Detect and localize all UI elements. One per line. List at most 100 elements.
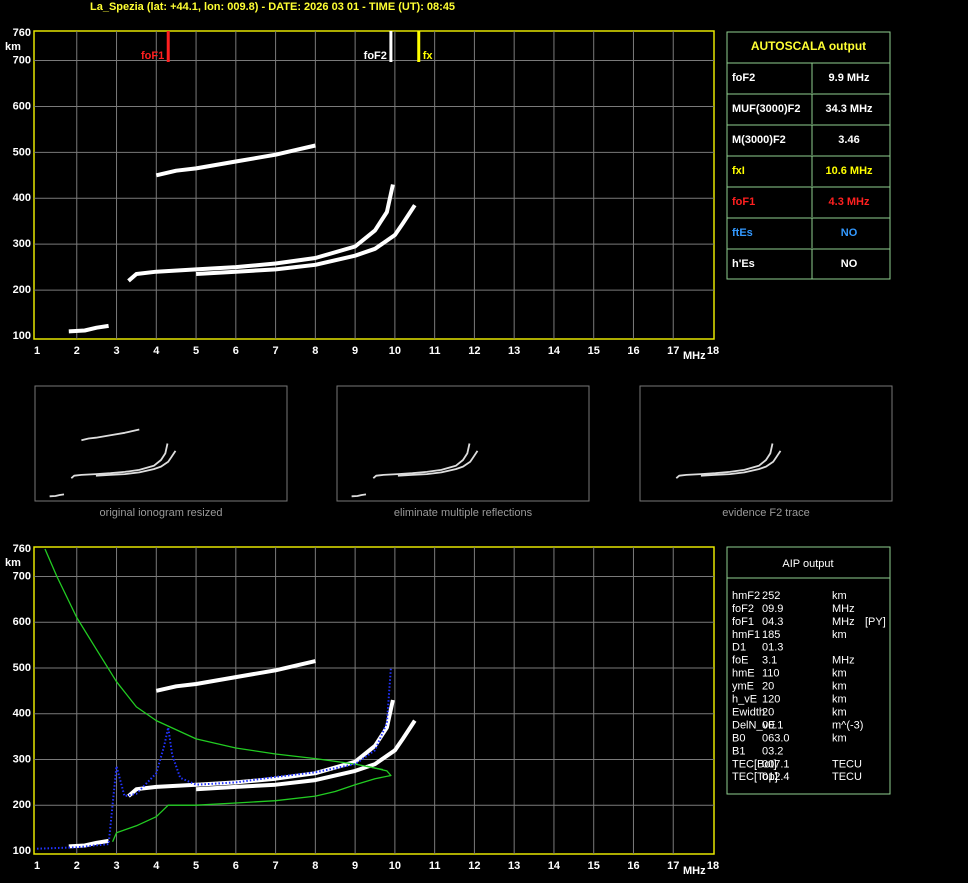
aip-cell: km xyxy=(832,668,847,680)
aip-cell: hmF2 xyxy=(732,590,760,602)
x-tick-label: 14 xyxy=(548,345,561,357)
trace xyxy=(155,659,316,693)
y-tick-label: 300 xyxy=(13,238,31,250)
thumbnail-trace xyxy=(95,450,177,477)
aip-cell: 01.3 xyxy=(762,642,783,654)
x-tick-label: 12 xyxy=(468,345,480,357)
x-tick-label: 10 xyxy=(389,860,401,872)
y-tick-label: 600 xyxy=(13,616,31,628)
trace xyxy=(68,323,109,334)
y-tick-label: 500 xyxy=(13,662,31,674)
x-axis-label: MHz xyxy=(683,350,706,362)
thumbnail-caption: eliminate multiple reflections xyxy=(394,507,533,519)
aip-cell: foF1 xyxy=(732,616,754,628)
x-tick-label: 9 xyxy=(352,345,358,357)
aip-cell: MHz xyxy=(832,603,855,615)
thumbnail-trace xyxy=(675,443,774,479)
aip-cell: TECU xyxy=(832,758,862,770)
y-tick-label: 760 xyxy=(13,543,31,555)
y-tick-label: 760 xyxy=(13,27,31,39)
trace xyxy=(112,765,392,843)
aip-cell: km xyxy=(832,706,847,718)
x-tick-label: 13 xyxy=(508,345,520,357)
x-tick-label: 4 xyxy=(153,860,160,872)
aip-cell: h_vE xyxy=(732,694,757,706)
aip-cell: 20 xyxy=(762,706,774,718)
y-tick-label: 200 xyxy=(13,799,31,811)
aip-cell: 3.1 xyxy=(762,655,777,667)
autoscala-value: 34.3 MHz xyxy=(825,103,873,115)
x-tick-label: 6 xyxy=(233,860,239,872)
aip-cell: km xyxy=(832,681,847,693)
thumbnail-caption: original ionogram resized xyxy=(100,507,223,519)
y-tick-label: 700 xyxy=(13,570,31,582)
trace xyxy=(68,838,109,849)
aip-cell: B0 xyxy=(732,732,745,744)
x-tick-label: 4 xyxy=(153,345,160,357)
autoscala-value: 4.3 MHz xyxy=(829,196,870,208)
x-tick-label: 17 xyxy=(667,345,679,357)
trace xyxy=(155,143,316,178)
y-tick-label: 500 xyxy=(13,146,31,158)
x-tick-label: 8 xyxy=(312,345,318,357)
x-tick-label: 9 xyxy=(352,860,358,872)
aip-cell: 252 xyxy=(762,590,780,602)
x-tick-label: 14 xyxy=(548,860,561,872)
aip-cell: B1 xyxy=(732,745,745,757)
y-tick-label: 100 xyxy=(13,330,31,342)
autoscala-label: ftEs xyxy=(732,227,753,239)
x-tick-label: 18 xyxy=(707,860,719,872)
y-tick-label: 100 xyxy=(13,845,31,857)
x-tick-label: 2 xyxy=(74,860,80,872)
marker-label: foF1 xyxy=(141,50,164,62)
x-tick-label: 5 xyxy=(193,345,199,357)
x-tick-label: 5 xyxy=(193,860,199,872)
aip-cell: foE xyxy=(732,655,749,667)
aip-cell: km xyxy=(832,590,847,602)
aip-cell: Ewidth xyxy=(732,706,765,718)
autoscala-value: 10.6 MHz xyxy=(825,165,873,177)
aip-cell: km xyxy=(832,732,847,744)
y-tick-label: 400 xyxy=(13,708,31,720)
autoscala-label: fxI xyxy=(732,165,745,177)
aip-cell: 120 xyxy=(762,694,780,706)
x-tick-label: 11 xyxy=(429,860,441,872)
autoscala-label: MUF(3000)F2 xyxy=(732,103,800,115)
x-tick-label: 1 xyxy=(34,345,40,357)
aip-cell: ymE xyxy=(732,681,754,693)
trace xyxy=(127,184,395,283)
aip-cell: D1 xyxy=(732,642,746,654)
aip-cell: km xyxy=(832,629,847,641)
aip-cell: hmE xyxy=(732,668,755,680)
x-tick-label: 7 xyxy=(273,345,279,357)
x-tick-label: 13 xyxy=(508,860,520,872)
autoscala-value: NO xyxy=(841,258,858,270)
aip-cell: TEC[Bot] xyxy=(732,758,777,770)
x-tick-label: 3 xyxy=(113,860,119,872)
aip-cell: km xyxy=(832,694,847,706)
x-tick-label: 18 xyxy=(707,345,719,357)
aip-cell: 007.1 xyxy=(762,758,790,770)
aip-cell: foF2 xyxy=(732,603,754,615)
thumbnail-caption: evidence F2 trace xyxy=(722,507,809,519)
thumbnail xyxy=(639,385,893,502)
aip-cell: hmF1 xyxy=(732,629,760,641)
x-tick-label: 16 xyxy=(627,345,639,357)
autoscala-value: 3.46 xyxy=(838,134,859,146)
aip-title: AIP output xyxy=(782,558,833,570)
aip-cell: m^(-3) xyxy=(832,719,863,731)
aip-cell: [PY] xyxy=(865,616,886,628)
x-tick-label: 11 xyxy=(429,345,441,357)
thumbnail-trace xyxy=(70,443,169,479)
aip-cell: TEC[Top] xyxy=(732,771,778,783)
x-tick-label: 12 xyxy=(468,860,480,872)
aip-cell: DelN_vE xyxy=(732,719,775,731)
thumbnail-trace xyxy=(49,493,65,498)
trace xyxy=(195,204,417,276)
aip-cell: MHz xyxy=(832,655,855,667)
thumbnail-trace xyxy=(81,428,140,442)
autoscala-value: 9.9 MHz xyxy=(829,72,870,84)
aip-table xyxy=(726,546,891,795)
autoscala-title: AUTOSCALA output xyxy=(751,39,866,53)
